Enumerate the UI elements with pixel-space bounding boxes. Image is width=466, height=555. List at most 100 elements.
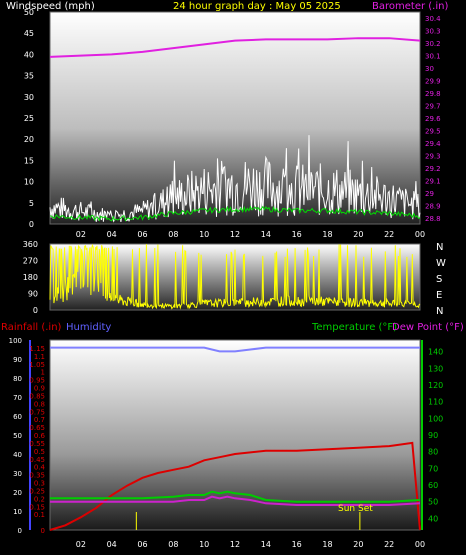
humidity-line xyxy=(50,346,420,353)
rain-tick-label: 1.1 xyxy=(34,353,45,361)
humidity-tick-label: 30 xyxy=(13,470,22,478)
rain-tick-label: 0.15 xyxy=(29,503,45,511)
baro-tick-label: 29.7 xyxy=(425,103,441,111)
x-tick-label: 04 xyxy=(107,230,117,239)
rain-tick-label: 0.5 xyxy=(34,448,45,456)
barometer-line xyxy=(49,37,421,58)
rain-tick-label: 0 xyxy=(41,527,45,535)
rain-tick-label: 1.05 xyxy=(29,361,45,369)
x-tick-label: 06 xyxy=(137,230,147,239)
wind-tick-label: 10 xyxy=(24,178,34,187)
baro-tick-label: 30.4 xyxy=(425,15,441,23)
compass-n-bottom: N xyxy=(436,306,443,317)
baro-tick-label: 29 xyxy=(425,190,434,198)
rain-tick-label: 0.75 xyxy=(29,408,45,416)
humidity-tick-label: 50 xyxy=(13,432,22,440)
rain-axis-title: Rainfall (.in) xyxy=(1,322,62,333)
direction-tick-label: 180 xyxy=(23,273,38,282)
wind-average-line xyxy=(49,205,421,222)
temp-tick-label: 100 xyxy=(428,414,443,423)
direction-tick-label: 270 xyxy=(23,257,38,266)
rain-tick-label: 0.55 xyxy=(29,440,45,448)
humidity-tick-label: 40 xyxy=(13,451,22,459)
baro-tick-label: 29.3 xyxy=(425,152,441,160)
humidity-tick-label: 20 xyxy=(13,489,22,497)
baro-tick-label: 30.3 xyxy=(425,28,441,36)
x-tick-label: 00 xyxy=(415,540,425,549)
rain-tick-label: 0.35 xyxy=(29,472,45,480)
baro-tick-label: 30.1 xyxy=(425,53,441,61)
rain-tick-label: 0.95 xyxy=(29,377,45,385)
x-tick-label: 22 xyxy=(384,230,394,239)
rain-tick-label: 0.45 xyxy=(29,456,45,464)
temp-tick-label: 80 xyxy=(428,448,438,457)
rain-tick-label: 0.85 xyxy=(29,392,45,400)
baro-tick-label: 28.8 xyxy=(425,215,441,223)
compass-labels: N W S E N xyxy=(436,242,446,317)
x-tick-label: 02 xyxy=(76,230,86,239)
wind-plot-area xyxy=(49,11,421,225)
temp-tick-label: 110 xyxy=(428,398,443,407)
temperature-line xyxy=(50,490,421,503)
x-tick-label: 08 xyxy=(168,230,178,239)
rain-tick-label: 0.7 xyxy=(34,416,45,424)
chart-marks xyxy=(49,37,421,531)
wind-direction-line xyxy=(49,243,421,310)
humidity-tick-label: 0 xyxy=(18,527,22,535)
x-tick-label: 00 xyxy=(415,230,425,239)
rain-tick-label: 0.2 xyxy=(34,495,45,503)
baro-tick-label: 29.5 xyxy=(425,127,441,135)
wind-tick-label: 45 xyxy=(24,29,34,38)
temp-axis-title: Temperature (°F) xyxy=(311,322,397,333)
direction-tick-label: 90 xyxy=(28,290,38,299)
rainfall-line xyxy=(49,441,421,531)
x-tick-label: 04 xyxy=(107,540,117,549)
axis-ticks: 0510152025303540455028.828.92929.129.229… xyxy=(9,8,444,549)
windspeed-line xyxy=(49,135,421,223)
chart-title: 24 hour graph day : May 05 2025 xyxy=(173,1,341,12)
baro-tick-label: 29.4 xyxy=(425,140,441,148)
direction-tick-label: 0 xyxy=(33,306,38,315)
wind-tick-label: 15 xyxy=(24,156,34,165)
x-tick-label: 10 xyxy=(199,230,209,239)
rain-tick-label: 1 xyxy=(41,369,45,377)
temp-tick-label: 90 xyxy=(428,431,438,440)
x-tick-label: 16 xyxy=(292,230,302,239)
x-tick-label: 22 xyxy=(384,540,394,549)
x-tick-label: 18 xyxy=(322,230,332,239)
wind-tick-label: 25 xyxy=(24,114,34,123)
rain-tick-label: 0.4 xyxy=(34,464,46,472)
baro-tick-label: 29.8 xyxy=(425,90,441,98)
baro-tick-label: 28.9 xyxy=(425,202,441,210)
compass-s: S xyxy=(436,274,442,285)
x-tick-label: 08 xyxy=(168,540,178,549)
x-tick-label: 02 xyxy=(76,540,86,549)
x-tick-label: 20 xyxy=(353,230,363,239)
wind-axis-title: Windspeed (mph) xyxy=(6,1,95,12)
baro-tick-label: 30.2 xyxy=(425,40,441,48)
rain-tick-label: 0.8 xyxy=(34,400,45,408)
direction-tick-label: 360 xyxy=(23,240,38,249)
temp-tick-label: 50 xyxy=(428,498,438,507)
x-tick-label: 10 xyxy=(199,540,209,549)
wind-tick-label: 50 xyxy=(24,8,34,17)
temp-tick-label: 70 xyxy=(428,464,438,473)
baro-tick-label: 29.1 xyxy=(425,177,441,185)
baro-axis-title: Barometer (.in) xyxy=(372,1,448,12)
baro-tick-label: 29.9 xyxy=(425,78,441,86)
x-tick-label: 16 xyxy=(292,540,302,549)
rain-tick-label: 0.3 xyxy=(34,480,45,488)
temp-tick-label: 60 xyxy=(428,481,438,490)
wind-tick-label: 0 xyxy=(29,220,34,229)
rain-tick-label: 1.15 xyxy=(29,345,45,353)
wind-tick-label: 5 xyxy=(29,199,34,208)
rain-tick-label: 0.6 xyxy=(34,432,46,440)
humidity-tick-label: 10 xyxy=(13,508,22,516)
dew-axis-title: Dew Point (°F) xyxy=(392,322,464,333)
compass-n-top: N xyxy=(436,242,443,253)
humidity-tick-label: 60 xyxy=(13,413,22,421)
humidity-tick-label: 80 xyxy=(13,375,22,383)
temp-tick-label: 130 xyxy=(428,364,443,373)
humidity-axis-title: Humidity xyxy=(66,322,111,333)
